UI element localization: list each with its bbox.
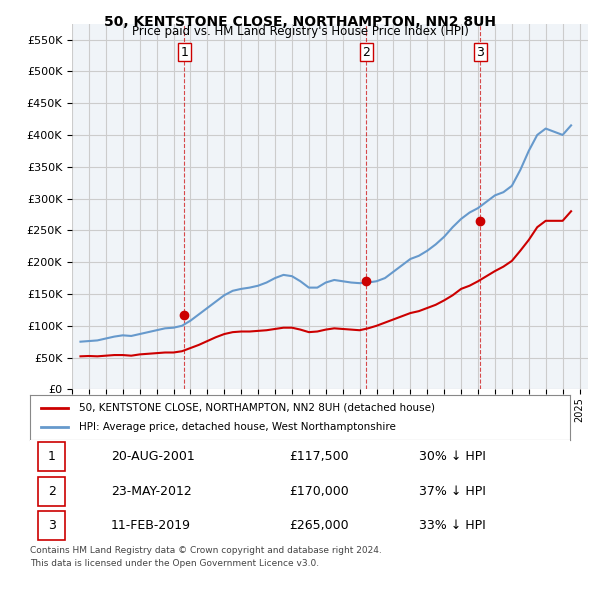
Text: 50, KENTSTONE CLOSE, NORTHAMPTON, NN2 8UH (detached house): 50, KENTSTONE CLOSE, NORTHAMPTON, NN2 8U… <box>79 403 434 412</box>
Text: Price paid vs. HM Land Registry's House Price Index (HPI): Price paid vs. HM Land Registry's House … <box>131 25 469 38</box>
Text: 3: 3 <box>476 46 484 59</box>
Text: 1: 1 <box>181 46 188 59</box>
Text: 1: 1 <box>47 450 56 463</box>
Text: Contains HM Land Registry data © Crown copyright and database right 2024.: Contains HM Land Registry data © Crown c… <box>30 546 382 555</box>
Text: HPI: Average price, detached house, West Northamptonshire: HPI: Average price, detached house, West… <box>79 422 395 432</box>
Text: £117,500: £117,500 <box>289 450 349 463</box>
Text: This data is licensed under the Open Government Licence v3.0.: This data is licensed under the Open Gov… <box>30 559 319 568</box>
Text: 11-FEB-2019: 11-FEB-2019 <box>111 519 191 532</box>
FancyBboxPatch shape <box>38 511 65 540</box>
FancyBboxPatch shape <box>38 477 65 506</box>
Text: £265,000: £265,000 <box>289 519 349 532</box>
Text: 50, KENTSTONE CLOSE, NORTHAMPTON, NN2 8UH: 50, KENTSTONE CLOSE, NORTHAMPTON, NN2 8U… <box>104 15 496 29</box>
Text: 3: 3 <box>47 519 56 532</box>
Text: 37% ↓ HPI: 37% ↓ HPI <box>419 484 485 498</box>
Text: 20-AUG-2001: 20-AUG-2001 <box>111 450 195 463</box>
FancyBboxPatch shape <box>38 442 65 471</box>
Text: 33% ↓ HPI: 33% ↓ HPI <box>419 519 485 532</box>
Text: £170,000: £170,000 <box>289 484 349 498</box>
Text: 2: 2 <box>362 46 370 59</box>
Text: 2: 2 <box>47 484 56 498</box>
Text: 30% ↓ HPI: 30% ↓ HPI <box>419 450 485 463</box>
Text: 23-MAY-2012: 23-MAY-2012 <box>111 484 192 498</box>
